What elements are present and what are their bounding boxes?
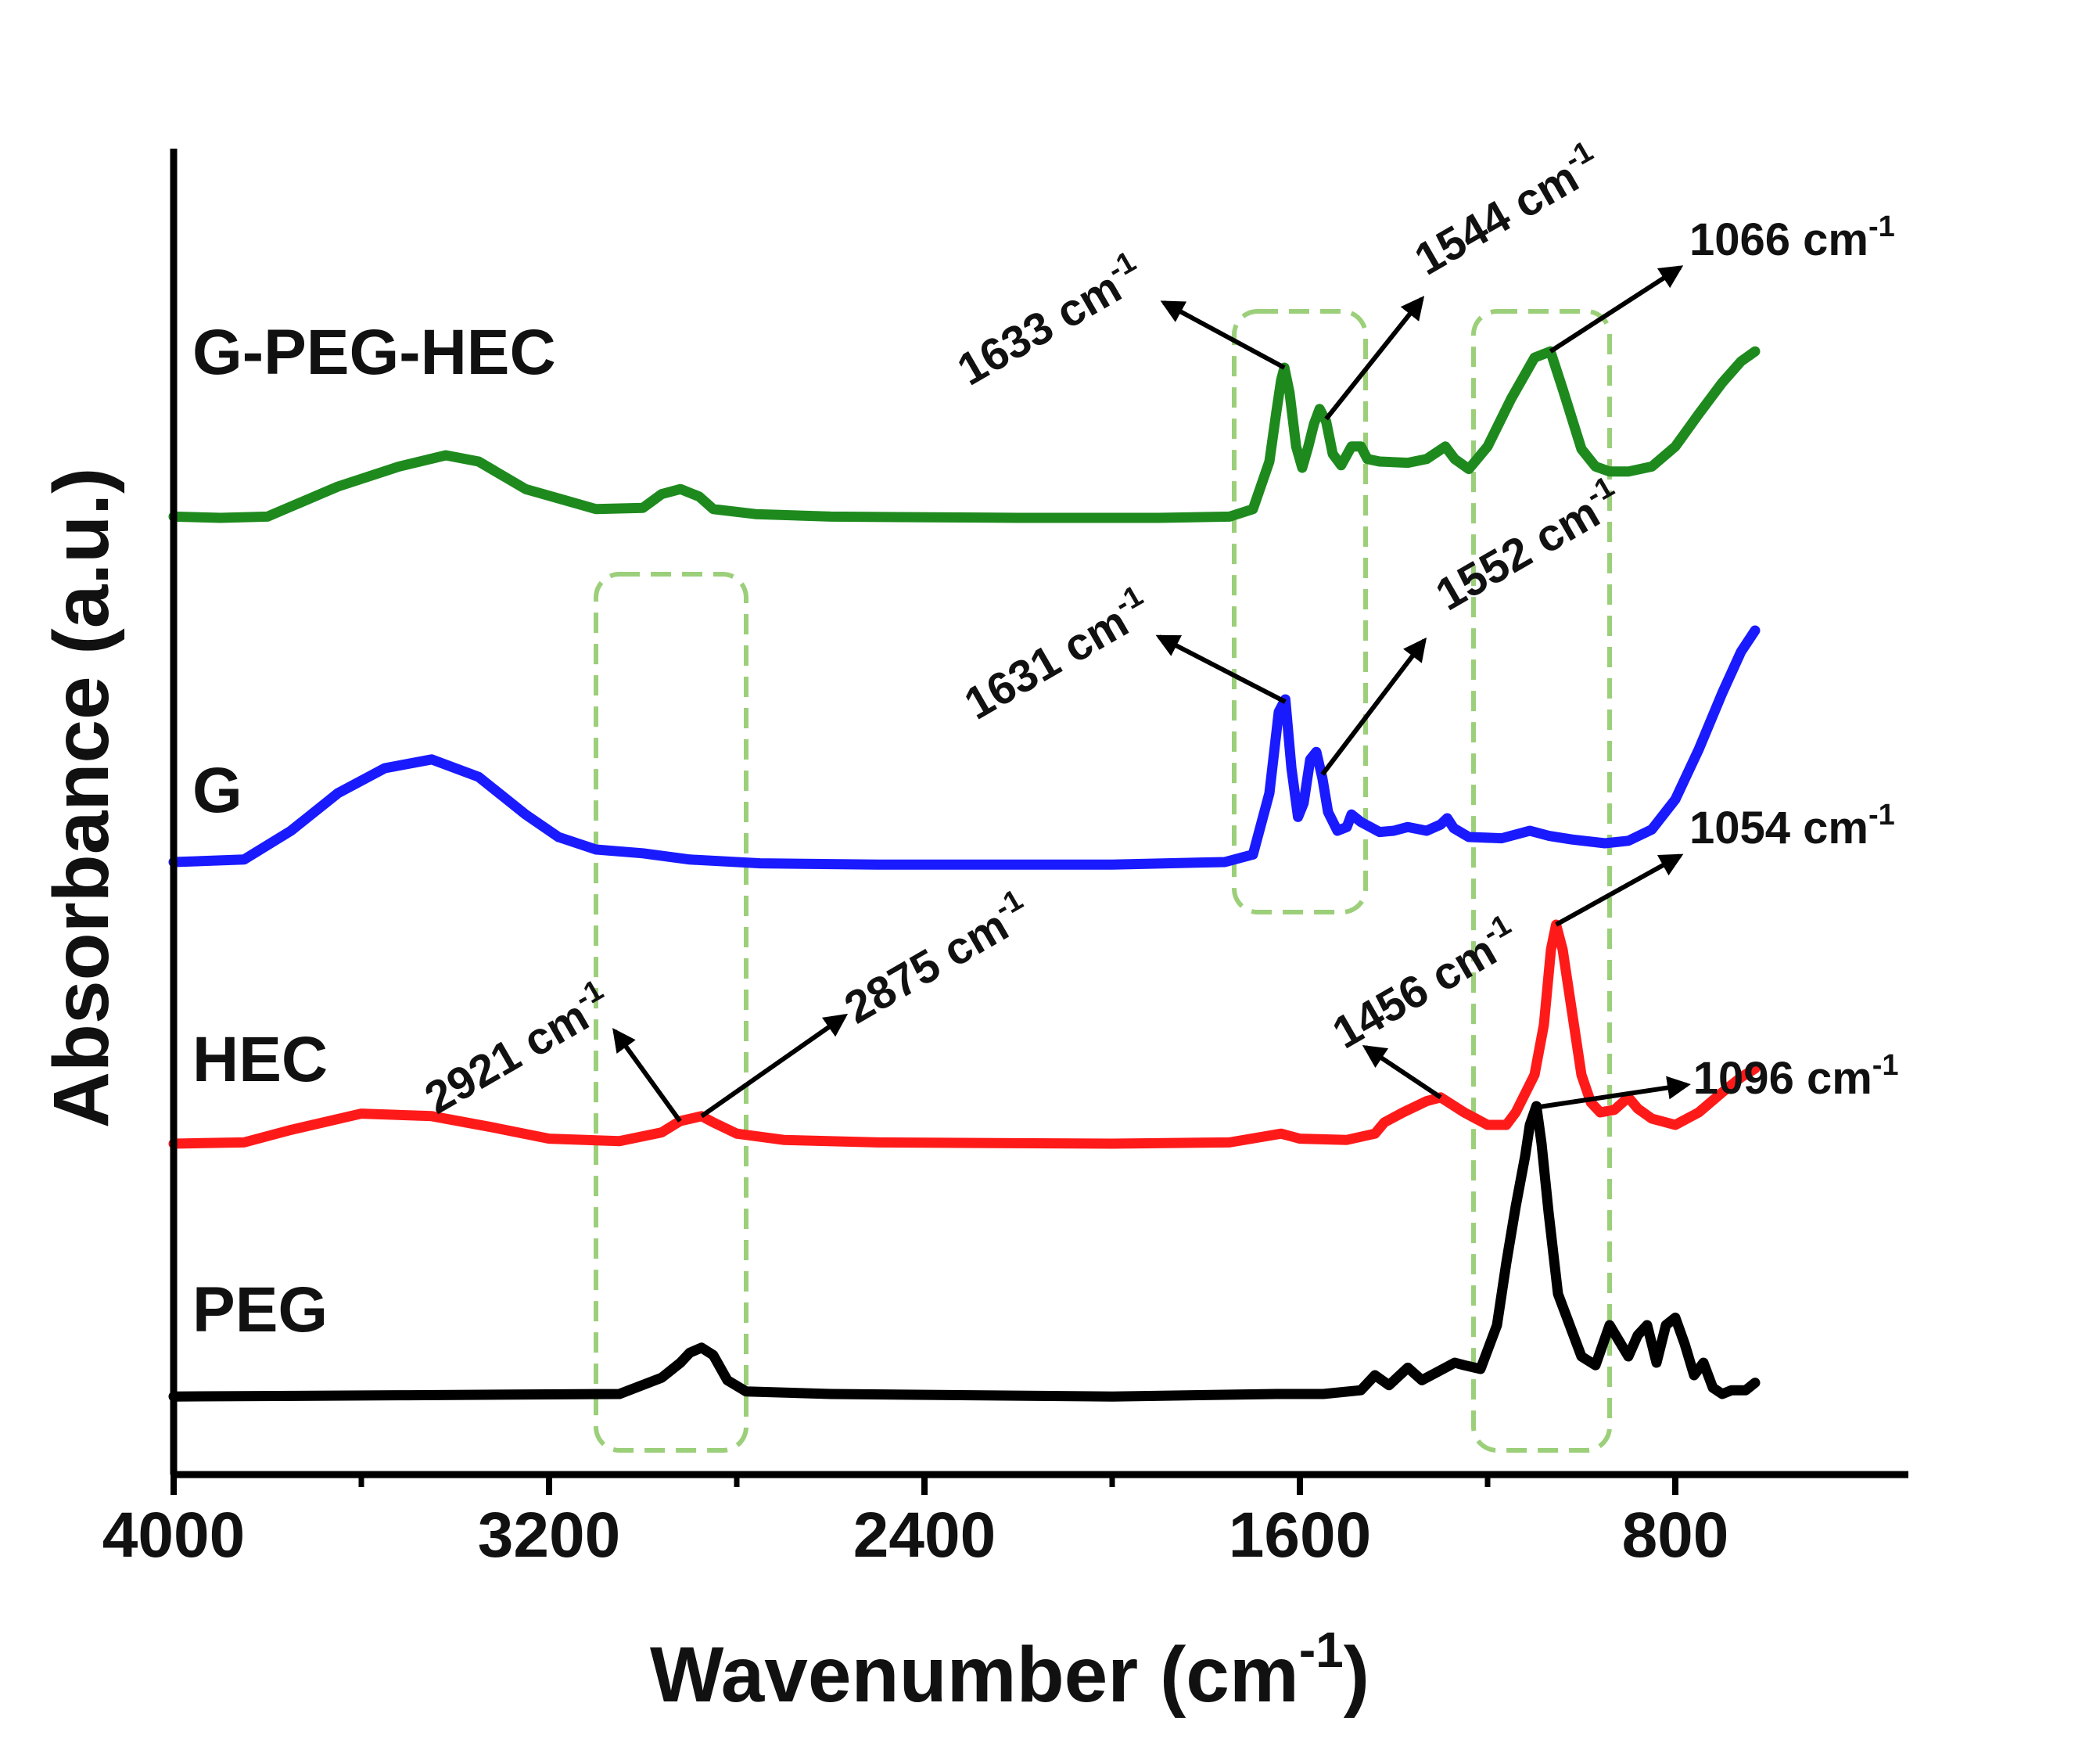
peak-label-1096: 1096 cm-1	[1693, 1049, 1899, 1104]
peak-arrow-2921	[612, 1027, 682, 1123]
x-tick-label: 4000	[102, 1500, 245, 1571]
series-label-hec: HEC	[192, 1024, 328, 1095]
x-tick-label: 800	[1622, 1500, 1729, 1571]
peak-label-1552: 1552 cm-1	[1426, 470, 1631, 620]
series-labels: G-PEG-HEC G HEC PEG	[192, 317, 556, 1345]
highlight-box-3	[1471, 309, 1612, 1453]
peak-arrow-1544	[1324, 296, 1425, 421]
series-label-peg: PEG	[192, 1274, 328, 1345]
x-axis-title: Wavenumber (cm-1)	[650, 1622, 1369, 1719]
axes: 4000 3200 2400 1600 800	[102, 149, 1908, 1571]
peak-label-1631: 1631 cm-1	[954, 580, 1160, 730]
peak-label-2875: 2875 cm-1	[835, 883, 1040, 1033]
peak-arrow-1054	[1555, 853, 1684, 927]
series-label-g-peg-hec: G-PEG-HEC	[192, 317, 556, 388]
x-tick-label: 3200	[478, 1500, 620, 1571]
highlight-box-2	[1232, 309, 1368, 914]
peak-arrow-2875	[700, 1013, 849, 1119]
peak-label-2921: 2921 cm-1	[415, 974, 620, 1124]
highlight-box-1	[594, 572, 748, 1453]
peak-arrow-1633	[1160, 300, 1286, 370]
series-line-g-peg-hec	[168, 346, 1761, 523]
series-line-g	[168, 625, 1761, 870]
peak-arrow-1096	[1535, 1076, 1691, 1110]
peak-annotations: 1633 cm-1 1544 cm-1 1066 cm-1 1631 cm-1 1552…	[415, 135, 1899, 1124]
axis-titles: Wavenumber (cm-1) Absorbance (a.u.)	[38, 468, 1369, 1719]
peak-arrow-1631	[1155, 634, 1287, 704]
peak-arrow-1552	[1320, 637, 1427, 776]
highlight-boxes	[594, 309, 1612, 1453]
peak-arrow-1066	[1549, 265, 1684, 354]
series-line-hec	[168, 919, 1761, 1149]
peak-label-1456: 1456 cm-1	[1323, 908, 1528, 1058]
peak-label-1544: 1544 cm-1	[1405, 135, 1610, 285]
peak-label-1054: 1054 cm-1	[1689, 799, 1895, 853]
peak-label-1066: 1066 cm-1	[1689, 210, 1895, 265]
series-lines	[168, 346, 1761, 1402]
x-tick-label: 2400	[853, 1500, 996, 1571]
peak-label-1633: 1633 cm-1	[947, 245, 1153, 395]
series-label-g: G	[192, 755, 242, 826]
x-tick-label: 1600	[1229, 1500, 1371, 1571]
series-line-peg	[168, 1101, 1761, 1402]
y-axis-title: Absorbance (a.u.)	[38, 468, 125, 1129]
peak-arrow-1456	[1362, 1045, 1442, 1100]
